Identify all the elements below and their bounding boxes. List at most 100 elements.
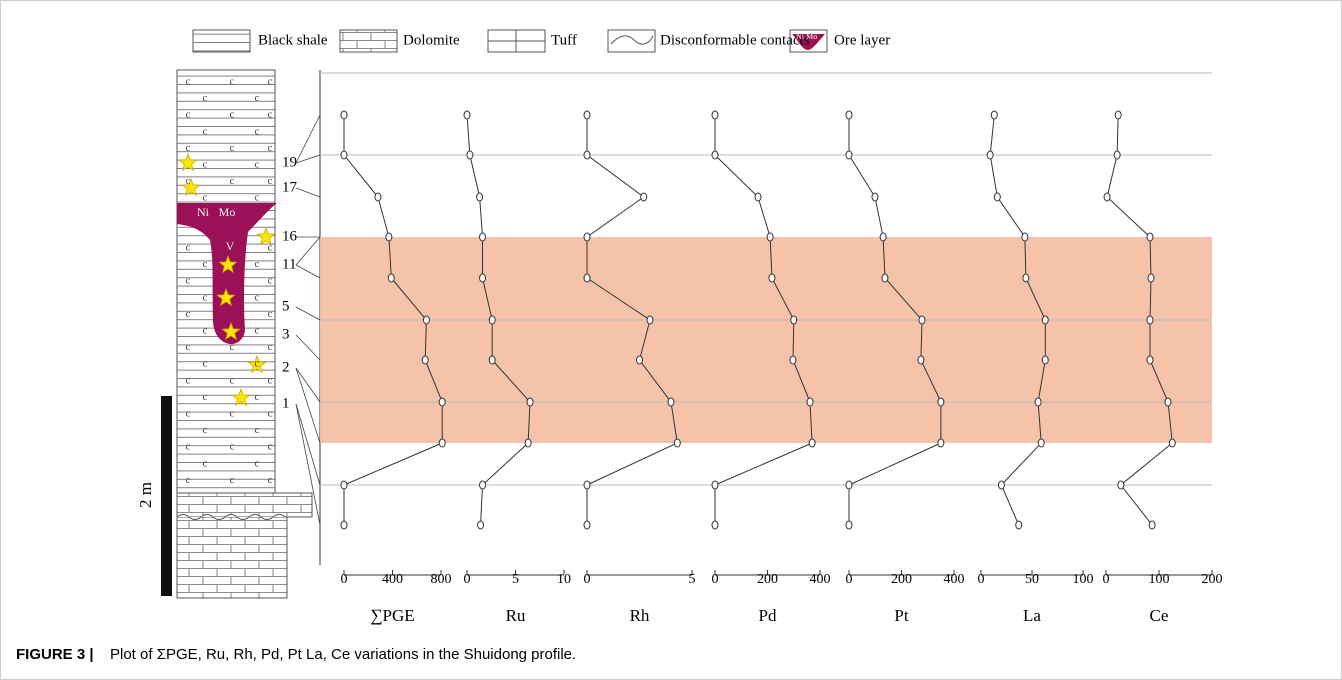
shale-symbol: c	[255, 424, 260, 436]
connector	[296, 404, 320, 485]
point	[880, 233, 886, 241]
connector	[296, 335, 320, 360]
shale-symbol: c	[255, 258, 260, 270]
legend-label: Disconformable contacts	[660, 32, 810, 48]
sample-label: 19	[282, 154, 297, 170]
point	[1114, 151, 1120, 159]
shale-symbol: c	[268, 341, 273, 353]
shale-symbol: c	[203, 159, 208, 171]
shale-symbol: c	[186, 374, 191, 386]
legend-label: Tuff	[551, 32, 577, 48]
point	[489, 316, 495, 324]
shale-symbol: c	[186, 341, 191, 353]
point	[1148, 274, 1154, 282]
shale-symbol: c	[186, 474, 191, 486]
shale-symbol: c	[203, 391, 208, 403]
point	[422, 356, 428, 364]
point	[846, 111, 852, 119]
point	[1147, 316, 1153, 324]
point	[584, 111, 590, 119]
x-tick-label: 400	[944, 572, 965, 587]
ore-element: Ni	[197, 205, 210, 219]
point	[674, 439, 680, 447]
shale-symbol: c	[203, 325, 208, 337]
shale-symbol: c	[203, 424, 208, 436]
point	[489, 356, 495, 364]
figure: FIGURE 3 | Plot of ΣPGE, Ru, Rh, Pd, Pt …	[0, 0, 1342, 680]
x-tick-label: 200	[1202, 572, 1223, 587]
connector	[296, 368, 320, 443]
shale-symbol: c	[268, 308, 273, 320]
point	[480, 274, 486, 282]
ore-element: Mo	[219, 205, 236, 219]
point	[712, 111, 718, 119]
point	[584, 151, 590, 159]
point	[807, 398, 813, 406]
point	[1038, 439, 1044, 447]
x-tick-label: 200	[757, 572, 778, 587]
shale-symbol: c	[268, 109, 273, 121]
point	[1169, 439, 1175, 447]
sample-label: 11	[282, 256, 296, 272]
x-tick-label: 10	[557, 572, 571, 587]
point	[386, 233, 392, 241]
shale-symbol: c	[268, 408, 273, 420]
shale-symbol: c	[255, 457, 260, 469]
point	[769, 274, 775, 282]
point	[341, 111, 347, 119]
point	[1042, 316, 1048, 324]
x-tick-label: 100	[1149, 572, 1170, 587]
point	[918, 356, 924, 364]
panel-title: Pt	[894, 606, 908, 625]
point	[1147, 233, 1153, 241]
point	[641, 193, 647, 201]
shale-symbol: c	[186, 109, 191, 121]
point	[527, 398, 533, 406]
point	[712, 481, 718, 489]
x-tick-label: 50	[1025, 572, 1039, 587]
point	[480, 233, 486, 241]
x-tick-label: 0	[846, 572, 853, 587]
shale-symbol: c	[230, 374, 235, 386]
shale-symbol: c	[268, 474, 273, 486]
shale-symbol: c	[268, 374, 273, 386]
connector	[296, 188, 320, 197]
point	[767, 233, 773, 241]
x-tick-label: 0	[341, 572, 348, 587]
shale-symbol: c	[186, 275, 191, 287]
shale-symbol: c	[230, 175, 235, 187]
point	[987, 151, 993, 159]
point	[1042, 356, 1048, 364]
page: {"legend": {"items": ["Black shale", "Do…	[0, 0, 1342, 680]
panel-title: Pd	[759, 606, 777, 625]
sample-label: 16	[282, 228, 298, 244]
panel-title: Rh	[630, 606, 650, 625]
panel-title: La	[1023, 606, 1041, 625]
shale-symbol: c	[230, 408, 235, 420]
shale-symbol: c	[186, 308, 191, 320]
shale-symbol: c	[186, 76, 191, 88]
legend-label: Ore layer	[834, 32, 890, 48]
point	[846, 151, 852, 159]
x-tick-label: 400	[382, 572, 403, 587]
x-tick-label: 400	[810, 572, 831, 587]
x-tick-label: 100	[1073, 572, 1094, 587]
point	[341, 151, 347, 159]
point	[647, 316, 653, 324]
shale-symbol: c	[255, 192, 260, 204]
shale-symbol: c	[255, 391, 260, 403]
shale-symbol: c	[203, 92, 208, 104]
point	[467, 151, 473, 159]
shale-symbol: c	[230, 142, 235, 154]
point	[480, 481, 486, 489]
x-tick-label: 200	[891, 572, 912, 587]
shale-symbol: c	[255, 125, 260, 137]
shale-symbol: c	[268, 441, 273, 453]
point	[637, 356, 643, 364]
legend-label: Black shale	[258, 32, 328, 48]
shale-symbol: c	[255, 325, 260, 337]
shale-symbol: c	[203, 258, 208, 270]
shale-symbol: c	[255, 291, 260, 303]
point	[668, 398, 674, 406]
x-tick-label: 0	[584, 572, 591, 587]
